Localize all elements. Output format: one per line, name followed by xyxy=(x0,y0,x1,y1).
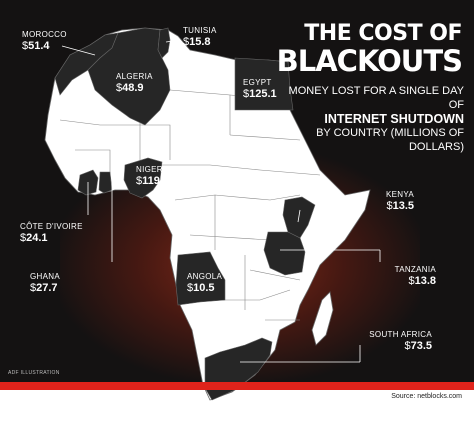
egypt-shape xyxy=(234,57,294,111)
country-value: $125.1 xyxy=(243,88,277,100)
source-note: Source: netblocks.com xyxy=(391,393,462,400)
tunisia-shape xyxy=(157,27,171,59)
country-name: KENYA xyxy=(385,190,414,199)
label-morocco: MOROCCO $51.4 xyxy=(22,30,67,53)
country-value: $73.5 xyxy=(404,340,432,352)
label-algeria: ALGERIA $48.9 xyxy=(116,72,153,95)
country-name: GHANA xyxy=(30,272,60,281)
africa-continent xyxy=(44,27,371,401)
madagascar-island xyxy=(311,291,334,346)
illustration-credit: ADF ILLUSTRATION xyxy=(8,370,60,376)
label-kenya: KENYA $13.5 xyxy=(386,190,414,213)
leader-lines xyxy=(61,39,381,363)
label-ghana: GHANA $27.7 xyxy=(30,272,60,295)
label-south-africa: SOUTH AFRICA $73.5 xyxy=(369,330,432,353)
country-name: SOUTH AFRICA xyxy=(369,330,432,339)
label-nigeria: NIGERIA $119.7 xyxy=(136,165,171,188)
poster-subtitle: MONEY LOST FOR A SINGLE DAY OF INTERNET … xyxy=(284,84,464,154)
country-name: TANZANIA xyxy=(394,265,436,274)
poster-title: THE COST OF BLACKOUTS xyxy=(276,21,463,78)
country-name: ANGOLA xyxy=(187,272,223,281)
country-name: EGYPT xyxy=(243,78,272,87)
accent-bar xyxy=(0,382,474,390)
label-tanzania: TANZANIA $13.8 xyxy=(395,265,436,288)
country-name: NIGERIA xyxy=(136,165,171,174)
subtitle-line-1: MONEY LOST FOR A SINGLE DAY OF xyxy=(288,85,464,111)
country-value: $13.5 xyxy=(386,200,414,212)
angola-shape xyxy=(175,251,226,306)
country-value: $51.4 xyxy=(22,40,50,52)
country-value: $27.7 xyxy=(30,282,58,294)
country-value: $48.9 xyxy=(116,82,144,94)
ghana-shape xyxy=(98,171,113,194)
title-line-1: THE COST OF xyxy=(304,21,462,46)
subtitle-line-2: INTERNET SHUTDOWN xyxy=(324,112,464,126)
tanzania-shape xyxy=(263,231,306,276)
label-cote-divoire: CÔTE D'IVOIRE $24.1 xyxy=(20,222,83,245)
country-value: $13.8 xyxy=(408,275,436,287)
country-value: $24.1 xyxy=(20,232,48,244)
label-tunisia: TUNISIA $15.8 xyxy=(183,26,217,49)
title-line-2: BLACKOUTS xyxy=(276,44,463,78)
label-egypt: EGYPT $125.1 xyxy=(243,78,277,101)
country-name: MOROCCO xyxy=(22,30,67,39)
country-value: $15.8 xyxy=(183,36,211,48)
country-name: TUNISIA xyxy=(183,26,217,35)
nigeria-shape xyxy=(123,157,163,199)
subtitle-line-3: BY COUNTRY (MILLIONS OF DOLLARS) xyxy=(316,127,464,153)
country-name: ALGERIA xyxy=(116,72,153,81)
country-value: $119.7 xyxy=(136,175,170,187)
country-name: CÔTE D'IVOIRE xyxy=(20,222,83,231)
label-angola: ANGOLA $10.5 xyxy=(187,272,222,295)
country-value: $10.5 xyxy=(187,282,215,294)
